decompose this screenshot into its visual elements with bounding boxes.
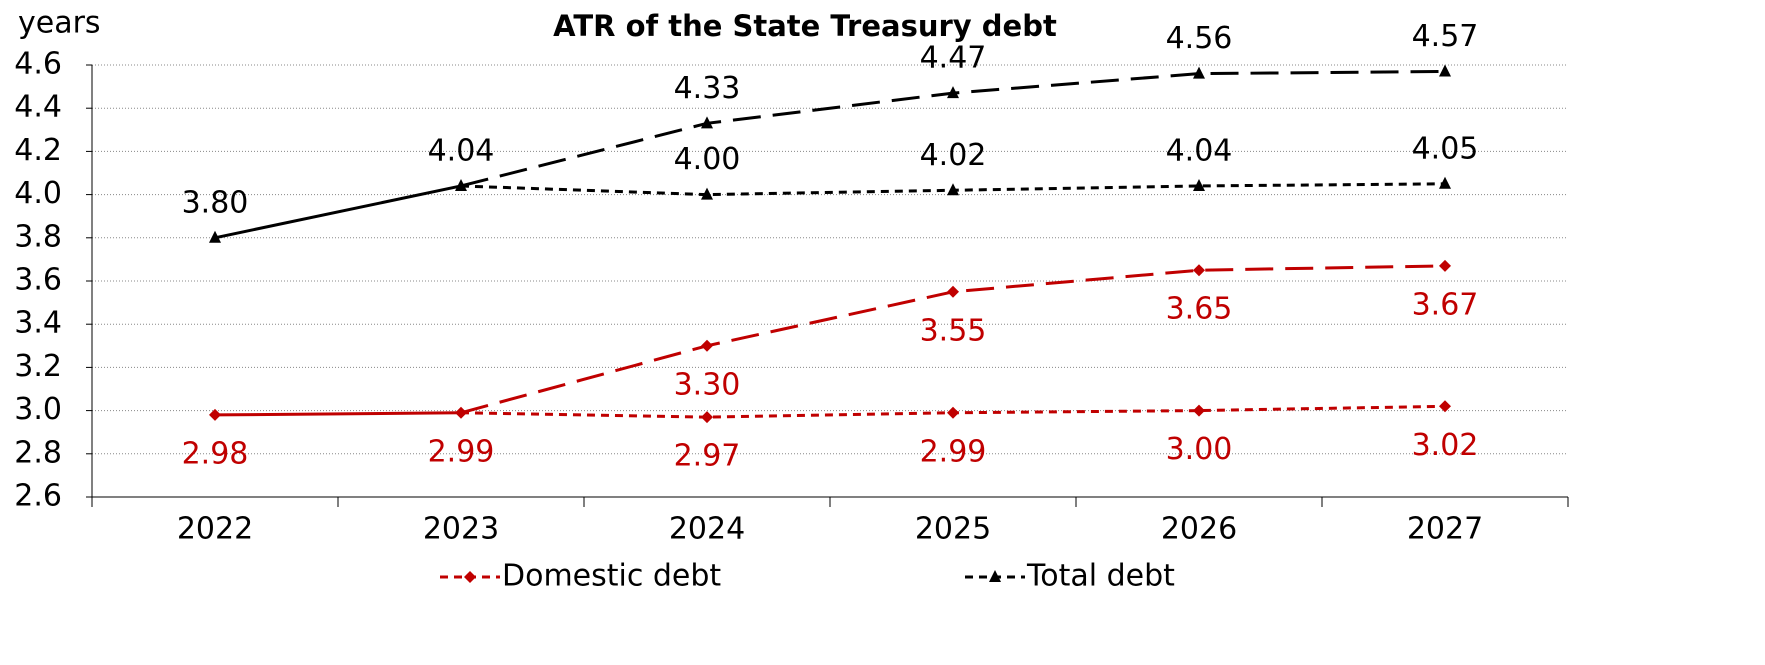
x-tick-label: 2026 — [1161, 512, 1237, 547]
marker — [1193, 404, 1205, 417]
marker — [1439, 176, 1451, 189]
x-tick-label: 2024 — [669, 512, 745, 547]
data-label: 3.30 — [674, 367, 741, 402]
y-tick-label: 2.6 — [14, 479, 62, 514]
y-tick-label: 3.0 — [14, 392, 62, 427]
data-label: 3.02 — [1412, 428, 1479, 463]
data-label: 3.65 — [1166, 292, 1233, 327]
legend-label: Domestic debt — [502, 559, 721, 594]
y-tick-label: 3.6 — [14, 263, 62, 298]
data-label: 4.47 — [920, 41, 987, 76]
data-label: 4.57 — [1412, 19, 1479, 54]
y-tick-label: 4.4 — [14, 90, 62, 125]
marker — [1193, 66, 1205, 79]
data-label: 4.04 — [1166, 133, 1233, 168]
marker — [209, 230, 221, 243]
chart-title: ATR of the State Treasury debt — [553, 9, 1057, 43]
legend-label: Total debt — [1026, 559, 1175, 594]
data-label: 2.97 — [674, 439, 741, 474]
data-label: 2.98 — [182, 436, 249, 471]
y-tick-label: 3.4 — [14, 306, 62, 341]
data-label: 4.00 — [674, 142, 741, 177]
marker — [947, 406, 959, 419]
y-tick-label: 2.8 — [14, 435, 62, 470]
data-label: 2.99 — [428, 434, 495, 469]
marker — [1439, 400, 1451, 413]
marker — [701, 187, 713, 200]
marker — [989, 570, 1001, 582]
marker — [701, 116, 713, 129]
marker — [1439, 259, 1451, 272]
marker — [701, 411, 713, 424]
marker — [701, 339, 713, 352]
data-label: 4.56 — [1166, 21, 1233, 56]
data-label: 4.33 — [674, 71, 741, 106]
data-label: 4.02 — [920, 138, 987, 173]
marker — [947, 285, 959, 298]
data-label: 4.05 — [1412, 131, 1479, 166]
data-label: 3.00 — [1166, 432, 1233, 467]
x-tick-label: 2025 — [915, 512, 991, 547]
x-tick-label: 2027 — [1407, 512, 1483, 547]
y-tick-label: 3.2 — [14, 349, 62, 384]
data-label: 3.67 — [1412, 287, 1479, 322]
x-tick-label: 2022 — [177, 512, 253, 547]
marker — [464, 571, 476, 583]
marker — [1193, 178, 1205, 191]
data-label: 3.80 — [182, 185, 249, 220]
marker — [1193, 264, 1205, 277]
series-line-shared — [214, 411, 462, 417]
x-tick-label: 2023 — [423, 512, 499, 547]
marker — [209, 408, 221, 421]
marker — [1439, 64, 1451, 77]
data-label: 4.04 — [428, 133, 495, 168]
y-axis-label: years — [18, 6, 101, 41]
marker — [947, 86, 959, 99]
y-tick-label: 4.2 — [14, 133, 62, 168]
marker — [947, 183, 959, 196]
y-tick-label: 4.6 — [14, 47, 62, 82]
data-label: 3.55 — [920, 313, 987, 348]
series-line-shared — [214, 184, 462, 240]
y-tick-label: 4.0 — [14, 176, 62, 211]
y-tick-label: 3.8 — [14, 219, 62, 254]
data-label: 2.99 — [920, 434, 987, 469]
